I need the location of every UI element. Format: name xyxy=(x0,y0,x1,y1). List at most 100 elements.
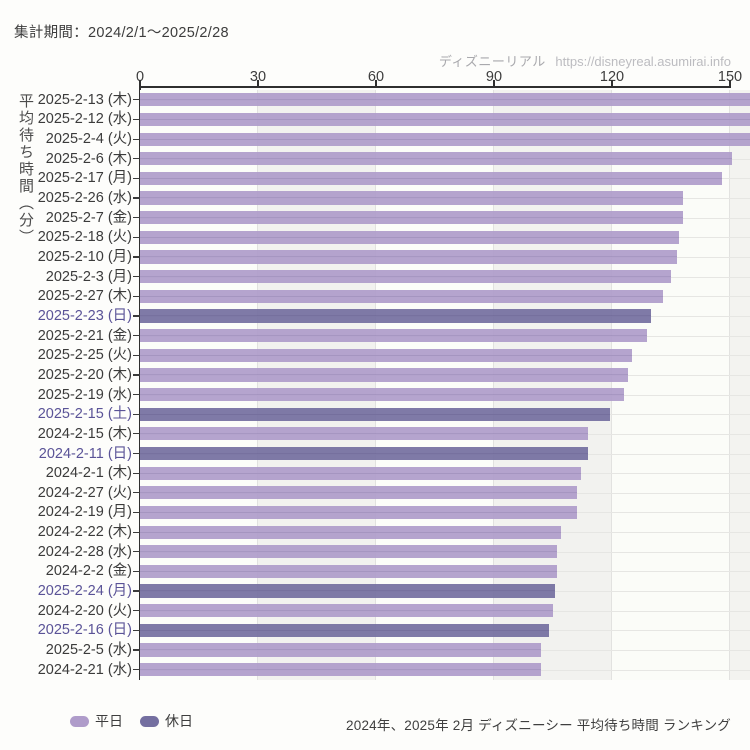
y-tick-mark xyxy=(133,99,140,101)
y-tick-mark xyxy=(133,629,140,631)
y-label: 2024-2-22 (木) xyxy=(37,524,132,541)
x-tick-mark xyxy=(611,80,613,87)
y-label: 2025-2-21 (金) xyxy=(37,327,132,344)
col-gridline xyxy=(375,90,377,680)
plot-area xyxy=(140,90,750,680)
y-label: 2024-2-11 (日) xyxy=(38,445,132,462)
y-tick-mark xyxy=(133,413,140,415)
y-label: 2025-2-19 (水) xyxy=(37,386,132,403)
y-axis-line xyxy=(139,86,141,680)
bar-2025-2-3 (月) xyxy=(140,270,671,284)
y-tick-mark xyxy=(133,236,140,238)
bar-2025-2-27 (木) xyxy=(140,289,664,303)
bar-2024-2-1 (木) xyxy=(140,466,581,480)
y-label: 2025-2-6 (木) xyxy=(45,150,132,167)
y-label: 2025-2-13 (木) xyxy=(37,91,132,108)
y-label: 2024-2-2 (金) xyxy=(45,563,132,580)
bar-2024-2-19 (月) xyxy=(140,505,577,520)
y-tick-mark xyxy=(133,217,140,219)
y-label: 2025-2-10 (月) xyxy=(37,249,132,266)
y-label: 2024-2-27 (火) xyxy=(37,484,132,501)
bar-2025-2-24 (月) xyxy=(140,584,555,598)
bar-2025-2-16 (日) xyxy=(140,623,550,637)
bar-2024-2-20 (火) xyxy=(140,604,553,618)
y-tick-mark xyxy=(133,138,140,140)
bar-2025-2-12 (水) xyxy=(140,112,750,127)
x-tick-label: 90 xyxy=(485,69,503,85)
y-tick-mark xyxy=(133,433,140,435)
x-tick-mark xyxy=(257,80,259,87)
x-tick-mark xyxy=(375,80,377,87)
x-tick-mark xyxy=(139,80,141,87)
y-label: 2025-2-5 (水) xyxy=(45,642,132,659)
x-tick-label: 120 xyxy=(599,69,625,85)
y-tick-mark xyxy=(133,590,140,592)
weekday-swatch-icon xyxy=(70,715,89,727)
y-label: 2025-2-24 (月) xyxy=(37,583,132,600)
y-label: 2025-2-25 (火) xyxy=(37,347,132,364)
y-label: 2025-2-23 (日) xyxy=(37,307,132,324)
bar-2024-2-28 (水) xyxy=(140,545,557,559)
x-tick-mark xyxy=(729,80,731,87)
y-label: 2024-2-28 (水) xyxy=(37,543,132,560)
bar-2025-2-17 (月) xyxy=(140,171,723,185)
bar-2025-2-4 (火) xyxy=(140,132,750,146)
col-gridline xyxy=(611,90,613,680)
y-tick-mark xyxy=(133,295,140,297)
legend-label-holiday: 休日 xyxy=(165,713,193,729)
bar-2025-2-10 (月) xyxy=(140,250,677,264)
y-tick-mark xyxy=(133,472,140,474)
y-tick-mark xyxy=(133,649,140,651)
y-tick-mark xyxy=(133,118,140,121)
y-tick-mark xyxy=(133,315,140,317)
y-label: 2025-2-26 (水) xyxy=(37,190,132,207)
bar-2024-2-2 (金) xyxy=(140,564,557,578)
bar-2024-2-15 (木) xyxy=(140,427,589,441)
y-tick-mark xyxy=(133,492,140,494)
bar-2024-2-27 (火) xyxy=(140,486,577,500)
y-tick-mark xyxy=(133,158,140,160)
watermark-url: https://disneyreal.asumirai.info xyxy=(555,54,731,69)
y-label: 2024-2-1 (木) xyxy=(45,465,132,482)
y-label: 2025-2-18 (火) xyxy=(37,229,132,246)
y-tick-mark xyxy=(133,669,140,671)
y-label: 2025-2-4 (火) xyxy=(45,131,132,148)
y-tick-mark xyxy=(133,197,140,199)
y-tick-mark xyxy=(133,610,140,612)
bar-2025-2-26 (水) xyxy=(140,191,683,205)
y-label: 2025-2-7 (金) xyxy=(45,209,132,226)
x-tick-label: 30 xyxy=(249,69,267,85)
y-tick-mark xyxy=(133,177,140,179)
col-gridline xyxy=(729,90,731,680)
legend-item-holiday[interactable]: 休日 xyxy=(140,711,193,731)
chart-caption: 2024年、2025年 2月 ディズニーシー 平均待ち時間 ランキング xyxy=(346,718,731,733)
y-tick-mark xyxy=(133,531,140,533)
legend: 平日 休日 xyxy=(70,712,210,730)
y-tick-mark xyxy=(133,393,140,396)
legend-item-weekday[interactable]: 平日 xyxy=(70,711,123,731)
y-label: 2024-2-21 (水) xyxy=(37,661,132,678)
bar-2025-2-15 (土) xyxy=(140,407,611,421)
y-tick-mark xyxy=(133,551,140,553)
y-axis-title: 平均待ち時間（分） xyxy=(17,93,34,246)
bar-2025-2-5 (水) xyxy=(140,643,542,657)
y-label: 2024-2-20 (火) xyxy=(37,602,132,619)
bar-2025-2-19 (水) xyxy=(140,387,624,402)
bar-2025-2-6 (木) xyxy=(140,152,732,166)
y-label: 2024-2-19 (月) xyxy=(37,504,132,521)
x-tick-label: 60 xyxy=(367,69,385,85)
bar-2025-2-18 (火) xyxy=(140,230,679,244)
bar-2025-2-21 (金) xyxy=(140,329,648,343)
y-label: 2024-2-15 (木) xyxy=(37,425,132,442)
bar-2025-2-7 (金) xyxy=(140,211,683,225)
watermark: ディズニーリアル https://disneyreal.asumirai.inf… xyxy=(439,51,731,70)
y-label: 2025-2-12 (水) xyxy=(37,111,132,128)
holiday-swatch-icon xyxy=(140,715,159,727)
watermark-brand: ディズニーリアル xyxy=(438,54,546,69)
bar-2024-2-11 (日) xyxy=(140,446,589,461)
y-tick-mark xyxy=(133,256,140,258)
x-axis-line xyxy=(140,86,731,88)
y-tick-mark xyxy=(133,354,140,356)
bar-2025-2-20 (木) xyxy=(140,368,628,382)
